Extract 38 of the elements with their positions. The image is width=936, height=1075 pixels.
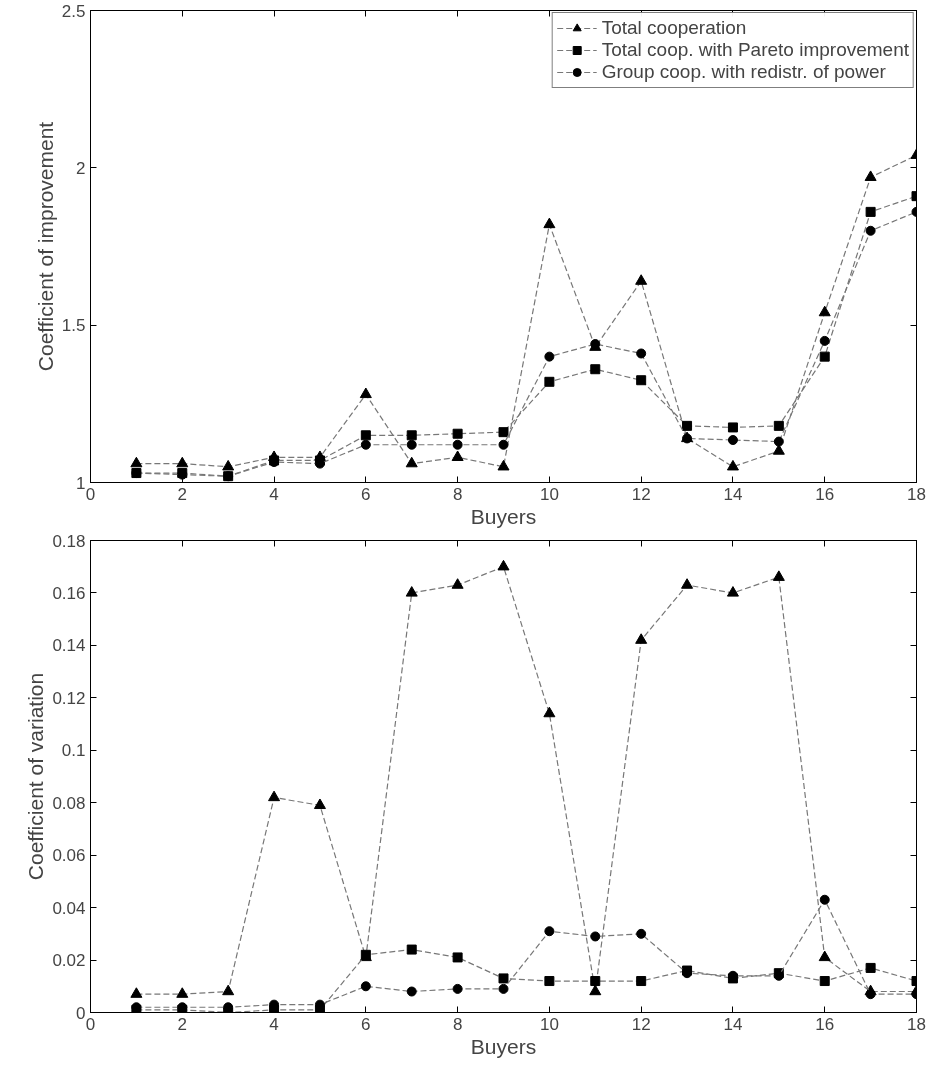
y-tick-label: 0.02 <box>52 951 86 971</box>
y-axis-title: Coefficient of variation <box>24 672 48 881</box>
y-tick-label: 0.04 <box>52 898 86 918</box>
y-tick-label: 0.1 <box>61 741 86 761</box>
x-axis-title: Buyers <box>470 1034 537 1058</box>
x-tick-label: 14 <box>723 484 743 504</box>
x-axis-title: Buyers <box>470 504 537 528</box>
x-tick-label: 18 <box>907 484 926 504</box>
y-tick-label: 1.5 <box>61 316 86 336</box>
y-tick-label: 2 <box>76 158 86 178</box>
y-axis-title: Coefficient of improvement <box>33 121 57 372</box>
x-tick-label: 8 <box>452 1014 463 1034</box>
x-tick-label: 12 <box>631 1014 651 1034</box>
x-tick-label: 4 <box>269 1014 279 1034</box>
legend-label: Total cooperation <box>601 17 747 39</box>
x-tick-label: 12 <box>631 484 651 504</box>
y-tick-label: 0.18 <box>52 531 86 551</box>
legend-label: Total coop. with Pareto improvement <box>601 39 909 61</box>
x-tick-label: 2 <box>177 1014 188 1034</box>
y-tick-label: 1 <box>76 473 86 493</box>
y-tick-label: 0.14 <box>52 636 86 656</box>
x-tick-label: 16 <box>815 1014 835 1034</box>
x-tick-label: 6 <box>361 484 371 504</box>
y-tick-label: 0.12 <box>52 688 86 708</box>
y-tick-label: 2.5 <box>61 1 86 21</box>
x-tick-label: 16 <box>815 484 835 504</box>
x-tick-label: 8 <box>452 484 463 504</box>
y-tick-label: 0.08 <box>52 793 86 813</box>
y-tick-label: 0.06 <box>52 846 86 866</box>
x-tick-label: 14 <box>723 1014 743 1034</box>
y-tick-label: 0.16 <box>52 583 86 603</box>
legend-label: Group coop. with redistr. of power <box>601 61 886 83</box>
x-tick-label: 4 <box>269 484 279 504</box>
x-tick-label: 6 <box>361 1014 371 1034</box>
x-tick-label: 10 <box>539 484 559 504</box>
x-tick-label: 2 <box>177 484 188 504</box>
x-tick-label: 18 <box>907 1014 926 1034</box>
x-tick-label: 10 <box>539 1014 559 1034</box>
